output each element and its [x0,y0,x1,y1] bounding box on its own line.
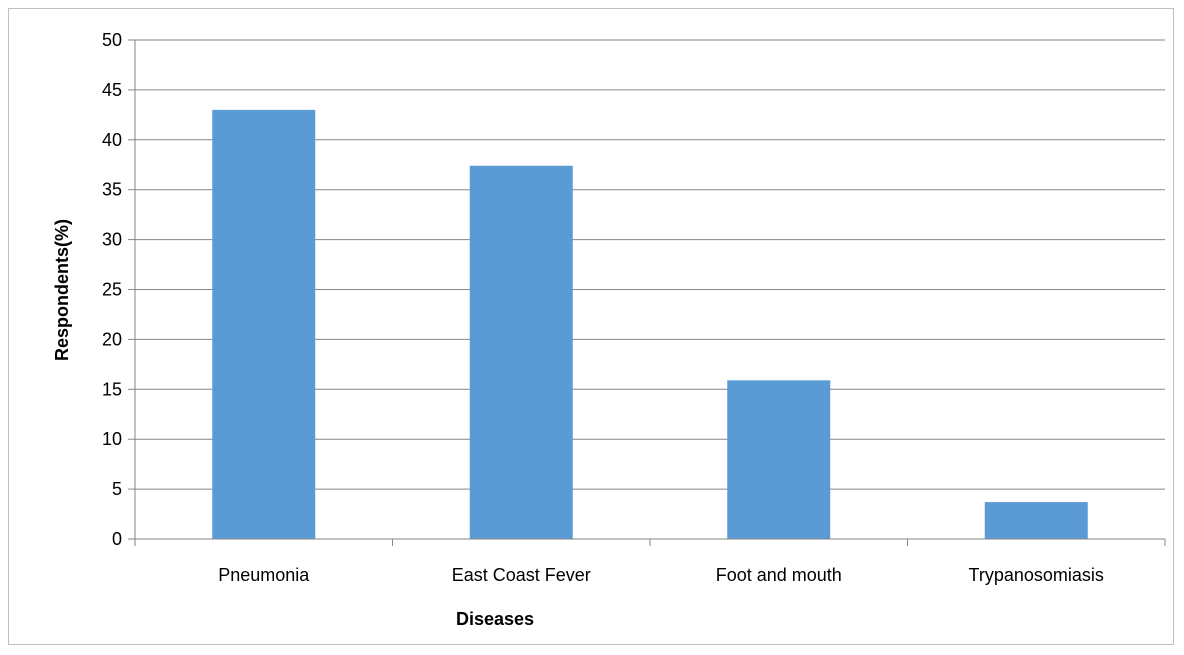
bar-pneumonia [212,109,316,540]
y-tick-label-30: 30 [102,230,122,250]
y-tick-label-45: 45 [102,80,122,100]
x-tick-label-foot-and-mouth: Foot and mouth [716,565,842,585]
x-tick-labels: Pneumonia East Coast Fever Foot and mouth T… [218,565,1104,585]
x-tick-label-east-coast-fever: East Coast Fever [452,565,591,585]
bar-east-coast-fever [469,165,573,540]
y-tick-label-10: 10 [102,429,122,449]
y-tick-label-40: 40 [102,130,122,150]
bar-trypanosomiasis [984,502,1088,539]
x-tick-label-pneumonia: Pneumonia [218,565,310,585]
y-axis-title: Respondents(%) [52,219,72,361]
bar-foot-and-mouth [727,380,831,539]
y-tick-label-50: 50 [102,30,122,50]
y-tick-label-5: 5 [112,479,122,499]
y-tick-label-0: 0 [112,529,122,549]
y-tick-label-20: 20 [102,329,122,349]
y-tick-label-15: 15 [102,379,122,399]
x-tick-label-trypanosomiasis: Trypanosomiasis [969,565,1104,585]
y-tick-label-35: 35 [102,180,122,200]
axes [134,40,1166,546]
y-tick-labels: 0 5 10 15 20 25 30 35 40 45 50 [102,30,122,549]
x-axis-title: Diseases [456,609,534,629]
bars [212,109,1088,540]
y-tick-label-25: 25 [102,280,122,300]
